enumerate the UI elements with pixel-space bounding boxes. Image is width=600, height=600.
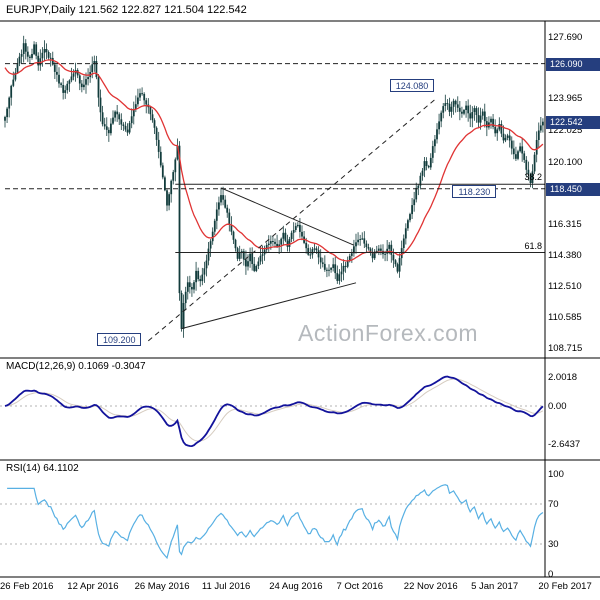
watermark: ActionForex.com: [298, 320, 479, 346]
rsi-axis-tick: 100: [548, 469, 564, 480]
price-axis-badge: 122.542: [546, 115, 600, 129]
macd-indicator-label: MACD(12,26,9) 0.1069 -0.3047: [6, 361, 146, 372]
x-axis-date: 26 Feb 2016: [0, 581, 54, 592]
x-axis-date: 5 Jan 2017: [471, 581, 519, 592]
price-axis-tick: 112.510: [548, 280, 582, 292]
macd-axis-tick: 2.0018: [548, 372, 578, 383]
price-annotation-box: 109.200: [97, 333, 142, 347]
x-axis-date: 20 Feb 2017: [538, 581, 592, 592]
price-axis-tick: 120.100: [548, 156, 583, 168]
price-annotation-box: 124.080: [390, 78, 435, 92]
price-axis-tick: 116.315: [548, 218, 582, 230]
x-axis-date: 26 May 2016: [134, 581, 190, 592]
price-axis-tick: 114.380: [548, 250, 582, 262]
price-annotation-box: 118.230: [452, 185, 497, 199]
price-axis-tick: 108.715: [548, 343, 583, 355]
price-axis-tick: 110.585: [548, 312, 582, 324]
macd-axis-tick: 0.00: [548, 401, 567, 413]
x-axis-date: 24 Aug 2016: [269, 581, 323, 592]
x-axis-date: 12 Apr 2016: [67, 581, 119, 592]
rsi-axis-tick: 70: [548, 499, 559, 510]
x-axis-date: 11 Jul 2016: [201, 581, 251, 592]
price-axis-tick: 122.025: [548, 125, 583, 137]
rsi-indicator-label: RSI(14) 64.1102: [6, 463, 79, 474]
x-axis-date: 22 Nov 2016: [403, 581, 458, 592]
macd-axis-tick: -2.6437: [548, 439, 581, 451]
fib-level-label: 61.8: [524, 240, 542, 251]
price-axis-badge: 118.450: [546, 182, 600, 196]
x-axis-date: 7 Oct 2016: [336, 581, 383, 592]
rsi-axis-tick: 30: [548, 539, 559, 550]
chart-title: EURJPY,Daily 121.562 122.827 121.504 122…: [6, 4, 247, 16]
price-axis-badge: 126.090: [546, 57, 600, 71]
rsi-axis-tick: 0: [548, 569, 554, 580]
price-axis-tick: 123.965: [548, 93, 583, 105]
price-axis-tick: 127.690: [548, 32, 583, 44]
fib-level-label: 38.2: [524, 172, 542, 183]
